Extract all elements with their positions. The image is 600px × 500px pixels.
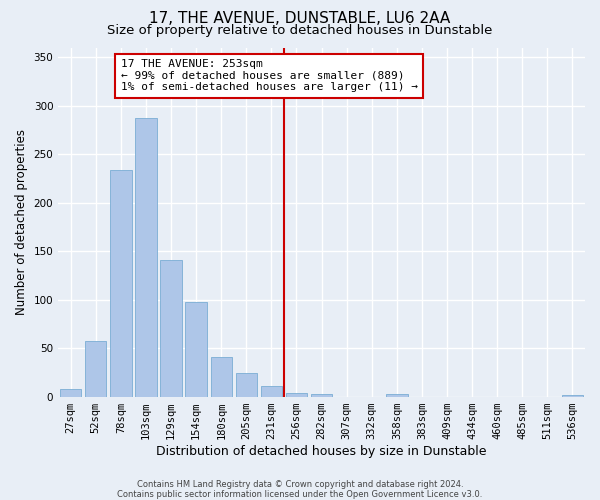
Bar bbox=[286, 392, 307, 396]
Bar bbox=[386, 394, 407, 396]
Bar bbox=[311, 394, 332, 396]
X-axis label: Distribution of detached houses by size in Dunstable: Distribution of detached houses by size … bbox=[157, 444, 487, 458]
Bar bbox=[236, 374, 257, 396]
Text: 17, THE AVENUE, DUNSTABLE, LU6 2AA: 17, THE AVENUE, DUNSTABLE, LU6 2AA bbox=[149, 11, 451, 26]
Bar bbox=[185, 302, 207, 396]
Bar bbox=[261, 386, 282, 396]
Bar bbox=[160, 260, 182, 396]
Text: 17 THE AVENUE: 253sqm
← 99% of detached houses are smaller (889)
1% of semi-deta: 17 THE AVENUE: 253sqm ← 99% of detached … bbox=[121, 59, 418, 92]
Bar bbox=[562, 394, 583, 396]
Bar bbox=[136, 118, 157, 396]
Y-axis label: Number of detached properties: Number of detached properties bbox=[15, 129, 28, 315]
Bar bbox=[211, 357, 232, 397]
Bar bbox=[85, 342, 106, 396]
Text: Contains HM Land Registry data © Crown copyright and database right 2024.
Contai: Contains HM Land Registry data © Crown c… bbox=[118, 480, 482, 499]
Text: Size of property relative to detached houses in Dunstable: Size of property relative to detached ho… bbox=[107, 24, 493, 37]
Bar bbox=[110, 170, 131, 396]
Bar bbox=[60, 389, 82, 396]
